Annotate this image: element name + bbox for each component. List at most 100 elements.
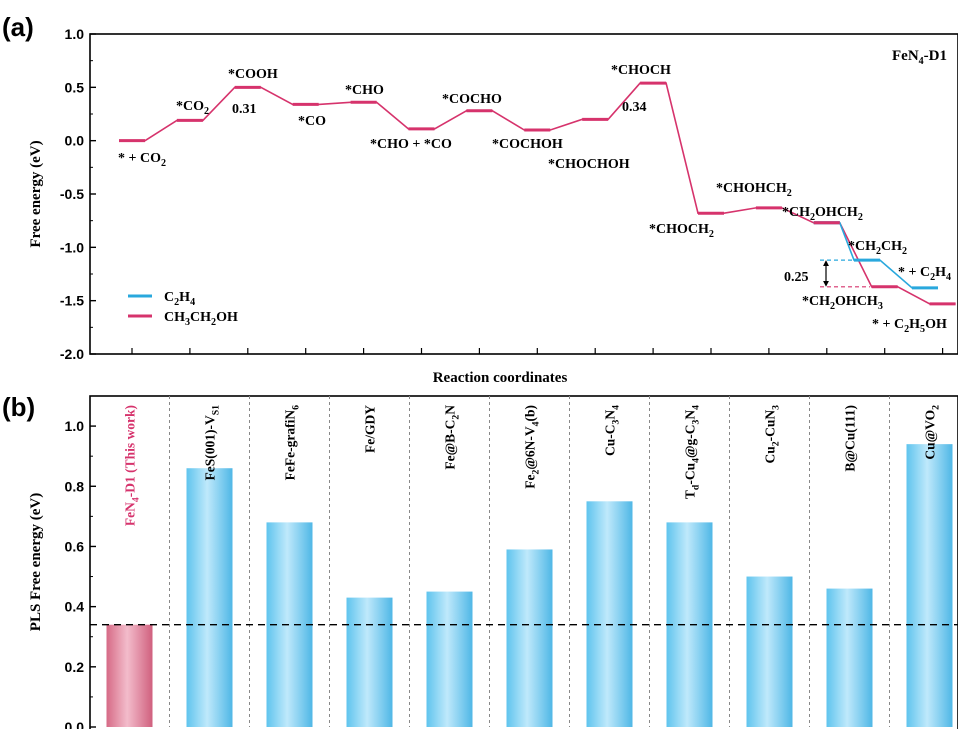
bar-label: FeN4-D1 (This work) — [123, 405, 142, 526]
step-label-part: * + CO — [118, 151, 161, 166]
bar-label-part: -D1 (This work) — [123, 405, 138, 497]
category-separators — [169, 396, 890, 727]
bar-label: Cu@VO2 — [923, 405, 942, 460]
step-label: * + CO2 — [118, 151, 166, 169]
c2h4-step-label-part: H — [935, 265, 946, 280]
bar-label-part: FeN — [123, 502, 138, 526]
step-label-part: 2 — [787, 188, 792, 199]
bar-label: Fe/GDY — [363, 405, 378, 453]
step-label-part: *CH — [802, 294, 830, 309]
step-label: *COOH — [228, 67, 278, 82]
step-label-part: 3 — [878, 301, 883, 312]
step-label-part: 2 — [904, 324, 909, 335]
catalyst-label-sub: 4 — [919, 56, 924, 67]
step-label: *CHOHCH2 — [716, 181, 792, 199]
step-label: *COCHO — [442, 92, 502, 107]
bar — [826, 588, 873, 727]
legend-label-part: CH — [190, 310, 211, 325]
bar-label-part: 6 — [291, 405, 302, 410]
panel-a-y-axis-label: Free energy (eV) — [28, 140, 44, 247]
bar-label-part: 2 — [531, 470, 542, 475]
barrier-label: 0.31 — [232, 102, 257, 117]
step-label: *CHOCH2 — [649, 222, 714, 240]
bars — [106, 444, 953, 727]
step-label-part: OHCH — [835, 294, 878, 309]
bar-label-part: -CuN — [763, 410, 778, 442]
step-label-part: *CHO — [345, 83, 384, 98]
bar-label-part: -Cu — [683, 462, 698, 484]
panel-b-frame — [89, 395, 958, 729]
bar-label: Fe@B-C2N — [443, 405, 462, 470]
bar-label-part: T — [683, 490, 698, 499]
c2h4-step-label: *CH2CH2 — [848, 239, 907, 257]
c2h4-step-label-part: 2 — [876, 246, 881, 257]
bar-label: Cu-C3N4 — [603, 405, 622, 456]
bar-label-part: 2 — [451, 415, 462, 420]
step-label-part: H — [909, 317, 920, 332]
bar-label-part: d — [691, 484, 702, 490]
bar-label-part: Cu-C — [603, 424, 618, 456]
c2h4-step-label-part: 2 — [902, 246, 907, 257]
bar-label-part: 2 — [931, 405, 942, 410]
c2h4-step-label-part: *CH — [848, 239, 876, 254]
bar-label-part: @g-C — [683, 424, 698, 458]
step-label-part: * + C — [872, 317, 904, 332]
bar-label-part: N — [443, 405, 458, 415]
panel-b-label: (b) — [2, 392, 35, 422]
step-label-part: 2 — [709, 229, 714, 240]
step-label-part: 2 — [858, 212, 863, 223]
c2h4-step-label-part: * + C — [898, 265, 930, 280]
y-tick-label: 1.0 — [65, 26, 85, 42]
panel-b: (b) 1.0 0.8 0.6 0.4 0.2 0.0 PLS Free energy (… — [2, 392, 958, 729]
step-label-part: 2 — [204, 106, 209, 117]
diff-label: 0.25 — [784, 270, 809, 285]
panel-a-label: (a) — [2, 12, 34, 42]
step-label-part: *CO — [298, 114, 326, 129]
y-tick-label: -0.5 — [60, 186, 84, 202]
bar-label-part: 4 — [531, 421, 542, 426]
step-label-part: *CHO + *CO — [370, 137, 452, 152]
step-label: *CHOCH — [611, 63, 671, 78]
step-label: *COCHOH — [492, 137, 563, 152]
legend-label: CH3CH2OH — [164, 310, 238, 328]
step-label-part: 2 — [830, 301, 835, 312]
bar-label-part: 4 — [691, 458, 702, 463]
bar-label-part: (b) — [523, 405, 538, 422]
bar-label-part: @6N-V — [523, 426, 538, 470]
step-label-part: OH — [925, 317, 947, 332]
panel-b-y-axis-label: PLS Free energy (eV) — [28, 493, 44, 631]
bar — [106, 624, 153, 727]
step-label-part: *CO — [176, 99, 204, 114]
bar — [426, 591, 473, 727]
step-label-part: *CH — [782, 205, 810, 220]
bar-label-part: 3 — [771, 405, 782, 410]
energy-profile — [119, 81, 956, 306]
c2h4-step-label: * + C2H4 — [898, 265, 951, 283]
barrier-label: 0.34 — [622, 100, 647, 115]
catalyst-label: FeN4-D1 — [892, 48, 947, 67]
bar-label: Fe2@6N-V4(b) — [523, 405, 542, 489]
step-label: *CHO — [345, 83, 384, 98]
bar-label-part: Cu@VO — [923, 410, 938, 460]
y-tick-label: 0.6 — [65, 538, 85, 554]
annotations: 0.31 0.34 0.25 — [232, 100, 870, 288]
panel-b-y-axis: 1.0 0.8 0.6 0.4 0.2 0.0 — [65, 395, 96, 729]
y-tick-label: -2.0 — [60, 346, 84, 362]
bar-label-part: 3 — [691, 419, 702, 424]
bar-label-part: 3 — [611, 419, 622, 424]
bar — [586, 501, 633, 727]
bar — [346, 597, 393, 727]
legend-label-part: OH — [216, 310, 238, 325]
step-label-part: *CHOHCH — [716, 181, 787, 196]
bar-label: B@Cu(111) — [843, 405, 858, 472]
bar-label-part: 2 — [771, 441, 782, 446]
bar-label-part: S1 — [211, 405, 222, 415]
bar-label: Cu2-CuN3 — [763, 405, 782, 464]
step-label: * + C2H5OH — [872, 317, 947, 335]
c2h4-step-label-part: 2 — [930, 272, 935, 283]
y-tick-label: 0.0 — [65, 719, 85, 729]
y-tick-label: 0.4 — [65, 599, 85, 615]
step-label-part: *CHOCH — [611, 63, 671, 78]
y-tick-label: 0.8 — [65, 478, 85, 494]
